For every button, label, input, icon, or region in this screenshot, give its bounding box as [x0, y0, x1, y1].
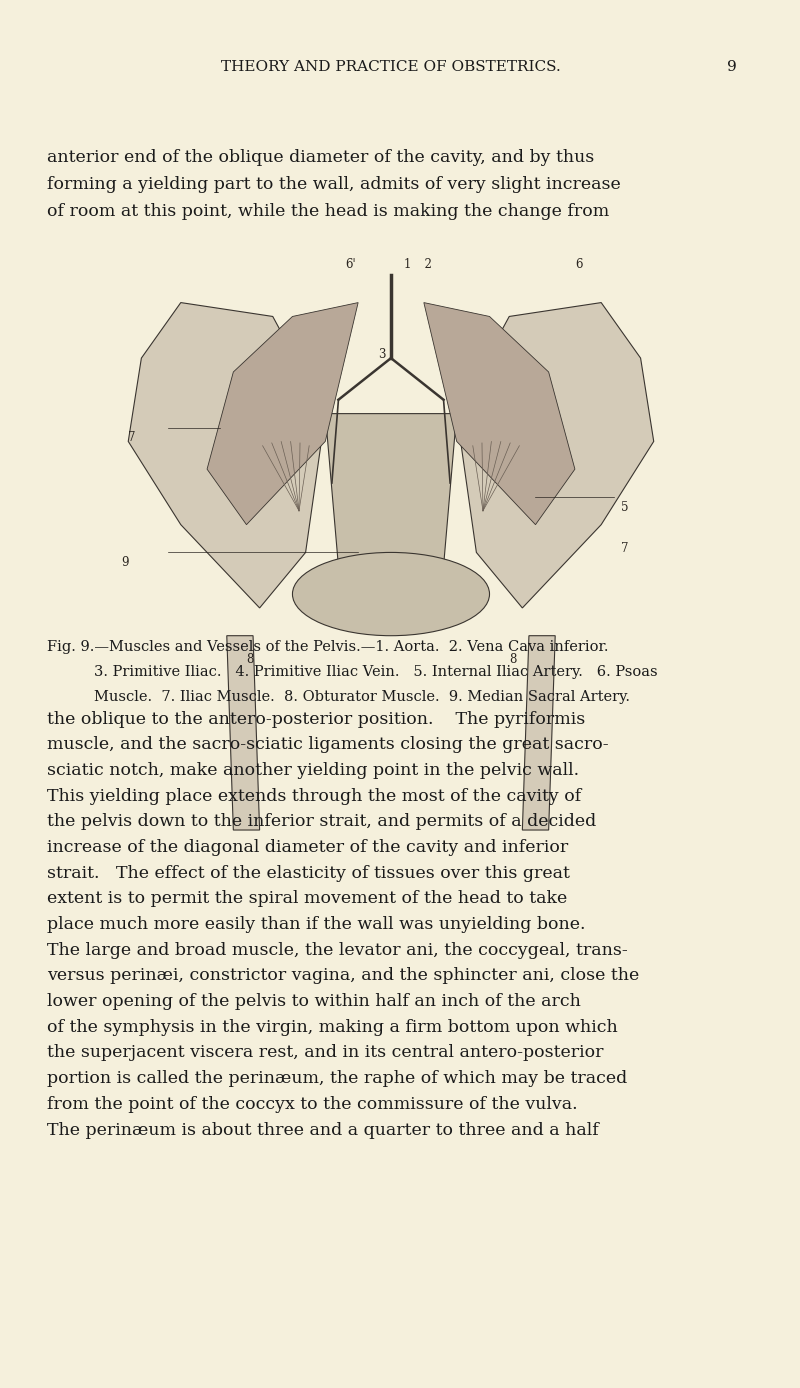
Text: forming a yielding part to the wall, admits of very slight increase: forming a yielding part to the wall, adm…	[47, 175, 621, 193]
Text: 6': 6'	[345, 258, 356, 271]
Text: This yielding place extends through the most of the cavity of: This yielding place extends through the …	[47, 788, 581, 805]
Text: 3. Primitive Iliac.   4. Primitive Iliac Vein.   5. Internal Iliac Artery.   6. : 3. Primitive Iliac. 4. Primitive Iliac V…	[94, 665, 658, 679]
Text: 8: 8	[246, 654, 254, 666]
Polygon shape	[522, 636, 555, 830]
Polygon shape	[226, 636, 260, 830]
Text: 6: 6	[575, 258, 582, 271]
Text: place much more easily than if the wall was unyielding bone.: place much more easily than if the wall …	[47, 916, 586, 933]
Text: versus perinæi, constrictor vagina, and the sphincter ani, close the: versus perinæi, constrictor vagina, and …	[47, 967, 639, 984]
Text: the pelvis down to the inferior strait, and permits of a decided: the pelvis down to the inferior strait, …	[47, 813, 596, 830]
Polygon shape	[326, 414, 457, 622]
Text: Muscle.  7. Iliac Muscle.  8. Obturator Muscle.  9. Median Sacral Artery.: Muscle. 7. Iliac Muscle. 8. Obturator Mu…	[94, 690, 630, 704]
Text: The large and broad muscle, the levator ani, the coccygeal, trans-: The large and broad muscle, the levator …	[47, 942, 628, 959]
FancyBboxPatch shape	[62, 205, 719, 844]
Text: 7: 7	[621, 543, 628, 555]
Text: 3: 3	[378, 348, 386, 361]
Text: 8: 8	[510, 654, 517, 666]
Text: from the point of the coccyx to the commissure of the vulva.: from the point of the coccyx to the comm…	[47, 1097, 578, 1113]
Text: Fig. 9.—Muscles and Vessels of the Pelvis.—1. Aorta.  2. Vena Cava inferior.: Fig. 9.—Muscles and Vessels of the Pelvi…	[47, 640, 609, 654]
Polygon shape	[457, 303, 654, 608]
Text: 9: 9	[727, 60, 737, 74]
Text: the superjacent viscera rest, and in its central antero-posterior: the superjacent viscera rest, and in its…	[47, 1045, 603, 1062]
Text: 2: 2	[418, 258, 432, 271]
Text: of the symphysis in the virgin, making a firm bottom upon which: of the symphysis in the virgin, making a…	[47, 1019, 618, 1035]
Polygon shape	[424, 303, 575, 525]
Polygon shape	[207, 303, 358, 525]
Text: muscle, and the sacro-sciatic ligaments closing the great sacro-: muscle, and the sacro-sciatic ligaments …	[47, 737, 609, 754]
Text: strait.   The effect of the elasticity of tissues over this great: strait. The effect of the elasticity of …	[47, 865, 570, 881]
Text: sciatic notch, make another yielding point in the pelvic wall.: sciatic notch, make another yielding poi…	[47, 762, 579, 779]
Text: increase of the diagonal diameter of the cavity and inferior: increase of the diagonal diameter of the…	[47, 840, 568, 856]
Text: portion is called the perinæum, the raphe of which may be traced: portion is called the perinæum, the raph…	[47, 1070, 627, 1087]
Text: THEORY AND PRACTICE OF OBSTETRICS.: THEORY AND PRACTICE OF OBSTETRICS.	[221, 60, 561, 74]
Text: lower opening of the pelvis to within half an inch of the arch: lower opening of the pelvis to within ha…	[47, 994, 581, 1010]
Text: of room at this point, while the head is making the change from: of room at this point, while the head is…	[47, 203, 609, 219]
Text: anterior end of the oblique diameter of the cavity, and by thus: anterior end of the oblique diameter of …	[47, 149, 594, 165]
Polygon shape	[128, 303, 326, 608]
Text: 5: 5	[621, 501, 628, 514]
Text: 9: 9	[122, 557, 129, 569]
Text: 7: 7	[128, 432, 136, 444]
Text: 1: 1	[404, 258, 411, 271]
Text: the oblique to the antero-posterior position.    The pyriformis: the oblique to the antero-posterior posi…	[47, 711, 585, 727]
Text: The perinæum is about three and a quarter to three and a half: The perinæum is about three and a quarte…	[47, 1122, 598, 1138]
Ellipse shape	[293, 552, 490, 636]
Text: extent is to permit the spiral movement of the head to take: extent is to permit the spiral movement …	[47, 891, 567, 908]
